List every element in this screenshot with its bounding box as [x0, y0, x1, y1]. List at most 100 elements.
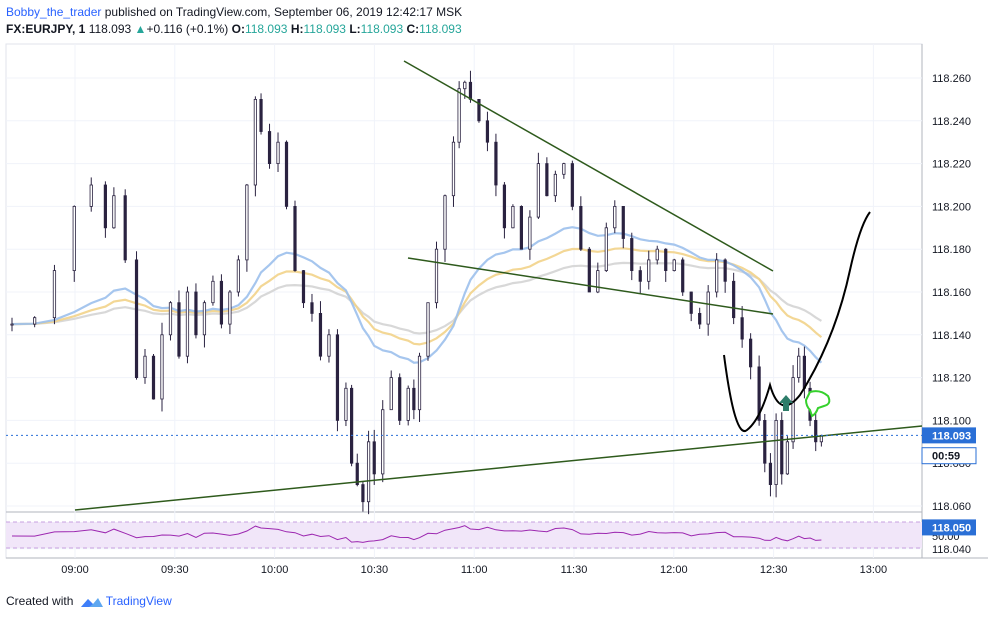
candle-body	[143, 355, 147, 379]
price-axis[interactable]: 118.260 118.240 118.220 118.200 118.180 118.1…	[6, 73, 977, 556]
author-link[interactable]: Bobby_the_trader	[6, 5, 102, 19]
candle-body	[802, 355, 807, 389]
candle-body	[545, 163, 549, 197]
candle-body	[715, 259, 719, 293]
close-value: 118.093	[419, 22, 462, 36]
open-value: 118.093	[244, 22, 288, 36]
symbol-label[interactable]: FX:EURJPY, 1	[6, 22, 86, 36]
candle-body	[426, 302, 430, 357]
candle-body	[398, 377, 402, 421]
thumbs-down-marker	[804, 390, 831, 418]
candle-body	[327, 334, 331, 357]
y-tick-label: 118.200	[932, 201, 971, 213]
candle-body	[494, 141, 498, 186]
candle-body	[519, 205, 524, 250]
candle-body	[185, 291, 190, 357]
candle-body	[301, 270, 306, 304]
price-label-box	[921, 447, 977, 465]
x-tick-label: 10:00	[261, 564, 289, 576]
ema-blue-line	[11, 226, 823, 364]
candle-body	[780, 419, 784, 475]
candle-body	[681, 259, 685, 293]
candle-body	[689, 291, 693, 314]
candle-body	[211, 280, 215, 304]
candle-body	[638, 270, 642, 282]
candle-body	[630, 238, 634, 271]
y-tick-label: 118.120	[932, 373, 971, 385]
y-tick-label: 118.040	[932, 544, 971, 556]
x-tick-label: 11:30	[561, 564, 588, 576]
candle-body	[768, 462, 773, 486]
candle-body	[355, 462, 359, 486]
created-with-text: Created with	[6, 594, 74, 608]
candle-body	[814, 419, 818, 443]
tradingview-brand[interactable]: TradingView	[105, 594, 172, 608]
candle-body	[349, 387, 354, 464]
y-tick-label: 118.240	[932, 116, 971, 128]
x-tick-label: 13:00	[860, 564, 888, 576]
candle-body	[536, 163, 540, 218]
candle-body	[757, 366, 761, 421]
candle-body	[664, 248, 668, 271]
chart-header: Bobby_the_trader published on TradingVie…	[6, 4, 462, 21]
candle-body	[528, 216, 532, 250]
descending-trendline-upper	[403, 60, 774, 272]
projection-curve	[723, 211, 871, 433]
candle-body	[366, 441, 371, 503]
price-label-box	[922, 427, 976, 444]
published-text: published on TradingView.com, September …	[104, 5, 463, 19]
candle-body	[655, 248, 659, 261]
candle-body	[785, 441, 790, 475]
candle-body	[457, 88, 461, 143]
main-pane-frame	[5, 43, 923, 513]
high-label: H:	[290, 22, 304, 36]
footer: Created with TradingView	[6, 593, 172, 609]
candle-body	[570, 163, 574, 207]
candle-body	[245, 184, 249, 261]
ohlc-legend: FX:EURJPY, 1 118.093 ▲+0.116 (+0.1%) O:1…	[6, 21, 462, 38]
candle-body	[613, 205, 617, 229]
price-label-box	[922, 519, 976, 536]
tradingview-logo-icon	[80, 597, 103, 607]
candle-body	[284, 141, 289, 207]
ema-group	[11, 226, 823, 364]
price-label-text: 118.093	[932, 430, 971, 442]
candle-body	[485, 120, 490, 143]
candle-body	[587, 248, 591, 293]
candle-body	[372, 441, 376, 475]
candle-body	[647, 259, 651, 282]
ema-yellow-line	[11, 247, 823, 346]
x-tick-label: 12:30	[760, 564, 788, 576]
time-axis[interactable]: 09:00 09:30 10:00 10:30 11:00 11:30 12:00 12:30…	[61, 564, 887, 576]
candle-body	[463, 81, 467, 90]
y-tick-label: 118.060	[932, 501, 971, 513]
candle-body	[112, 195, 116, 229]
last-price: 118.093	[88, 22, 132, 36]
candle-body	[749, 338, 753, 368]
x-tick-label: 11:00	[461, 564, 488, 576]
candle-body	[89, 184, 93, 207]
up-arrow-marker	[779, 395, 793, 411]
high-value: 118.093	[303, 22, 346, 36]
candle-body	[276, 141, 280, 164]
y-tick-label: 118.100	[932, 415, 971, 427]
candle-body	[194, 291, 198, 336]
rsi-pane: 50.00	[6, 521, 960, 549]
candle-body	[267, 131, 272, 164]
x-tick-label: 09:00	[61, 564, 89, 576]
x-tick-label: 12:00	[660, 564, 688, 576]
rsi-line	[11, 525, 822, 543]
candle-body	[310, 302, 314, 314]
y-tick-label: 118.160	[932, 287, 971, 299]
candle-body	[259, 99, 263, 132]
candle-body	[202, 302, 207, 336]
candle-body	[10, 323, 14, 326]
candle-body	[219, 280, 224, 325]
candle-body	[236, 259, 240, 293]
candle-body	[151, 355, 156, 400]
candle-body	[168, 302, 173, 336]
open-label: O:	[231, 22, 245, 36]
candle-body	[253, 99, 257, 186]
candle-body	[344, 387, 348, 421]
